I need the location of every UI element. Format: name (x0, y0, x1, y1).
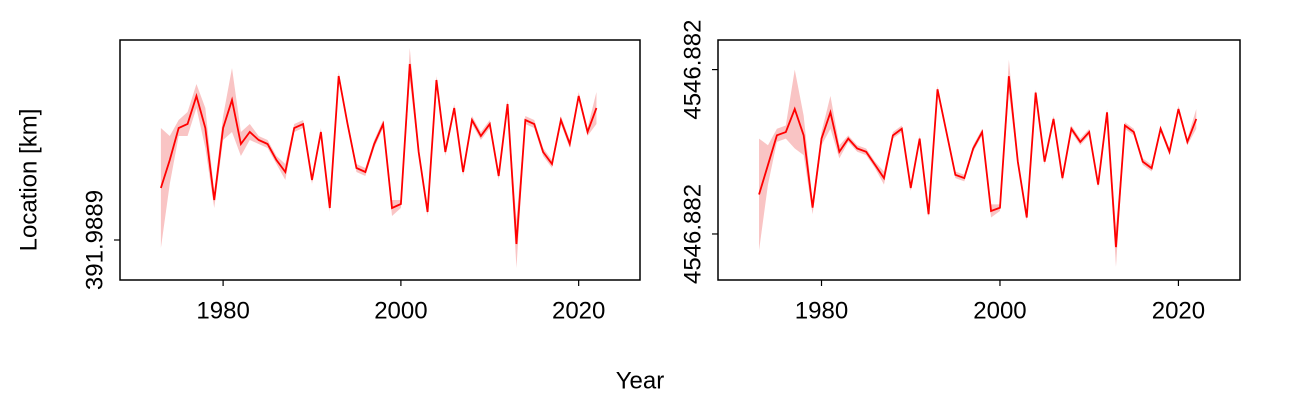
y-tick-label: 4546.882 (679, 20, 706, 120)
plot-frame (119, 39, 641, 281)
plot-frame (717, 39, 1241, 281)
x-tick-label: 2000 (374, 297, 427, 324)
y-tick-label: 391.9889 (81, 190, 108, 290)
x-axis-label: Year (616, 367, 665, 394)
y-axis-label: Location [km] (15, 109, 42, 252)
confidence-band (759, 59, 1197, 267)
x-tick-label: 1980 (795, 297, 848, 324)
confidence-band (160, 48, 597, 268)
x-tick-label: 1980 (196, 297, 249, 324)
x-tick-label: 2020 (552, 297, 605, 324)
x-tick-label: 2020 (1152, 297, 1205, 324)
data-line (160, 63, 598, 245)
y-tick-label: 4546.882 (679, 184, 706, 284)
data-line (758, 76, 1198, 248)
x-tick-label: 2000 (973, 297, 1026, 324)
